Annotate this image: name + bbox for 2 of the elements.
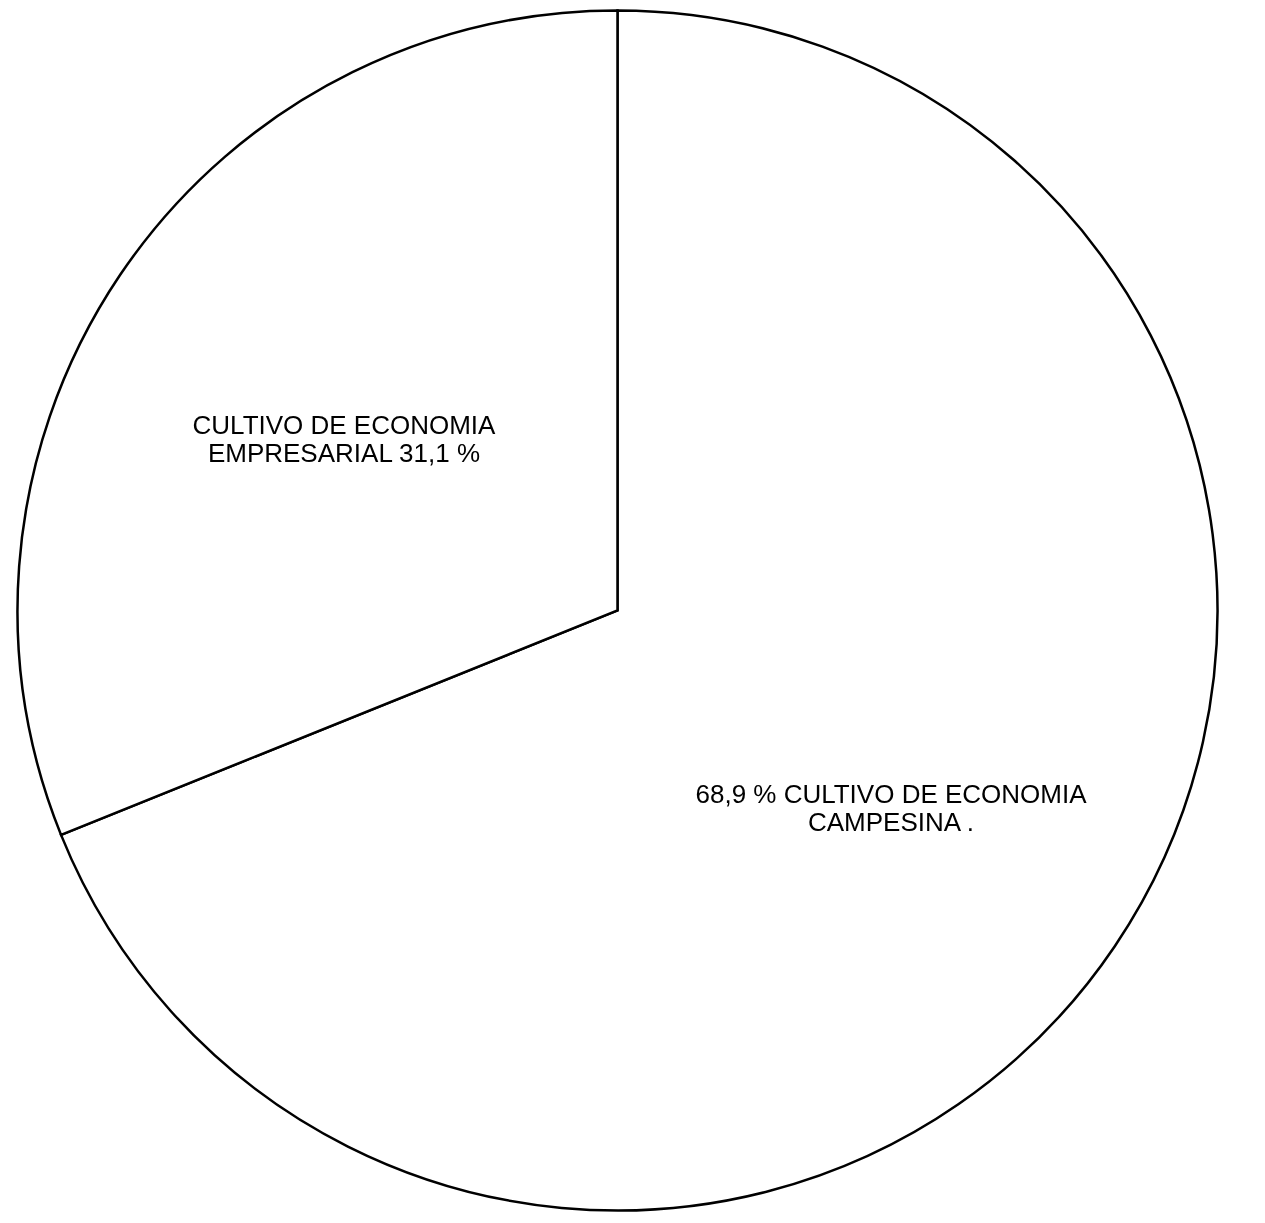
slice-label: CULTIVO DE ECONOMIA EMPRESARIAL 31,1 %: [192, 409, 497, 468]
slice-label: 68,9 % CULTIVO DE ECONOMIA CAMPESINA .: [695, 779, 1088, 838]
